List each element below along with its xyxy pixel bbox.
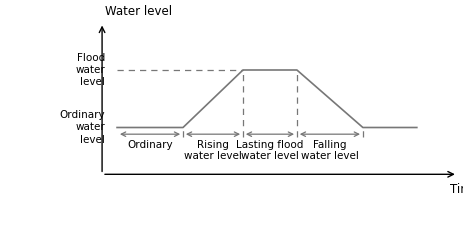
- Text: Ordinary: Ordinary: [127, 139, 173, 150]
- Text: Flood
water
level: Flood water level: [75, 53, 105, 87]
- Text: Falling
water level: Falling water level: [300, 139, 358, 161]
- Text: Rising
water level: Rising water level: [184, 139, 241, 161]
- Text: Water level: Water level: [105, 5, 172, 18]
- Text: Ordinary
water
level: Ordinary water level: [59, 110, 105, 145]
- Text: Time: Time: [449, 183, 463, 196]
- Text: Lasting flood
water level: Lasting flood water level: [236, 139, 303, 161]
